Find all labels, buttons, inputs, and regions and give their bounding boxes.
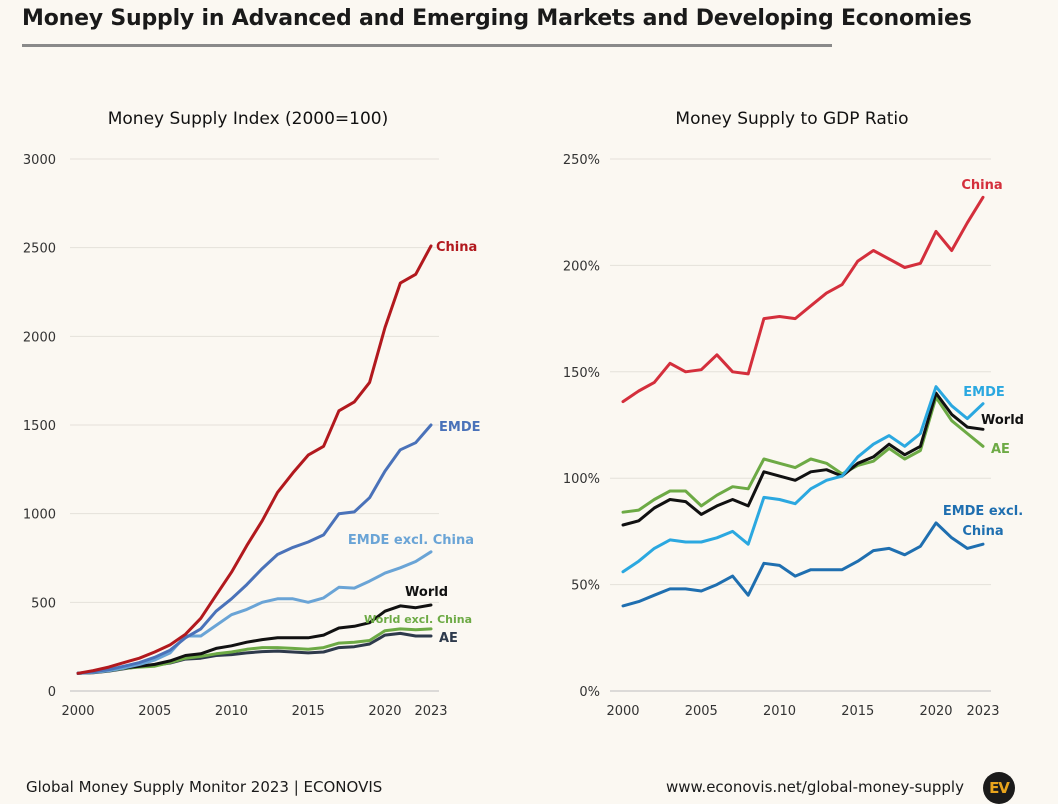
chart1-x-tick-label: 2010 [215, 704, 248, 719]
chart2-series-line-china [621, 195, 985, 404]
chart1-y-tick-label: 500 [31, 596, 56, 611]
econovis-logo: EV [983, 772, 1015, 804]
chart1-x-tick-label: 2023 [414, 704, 447, 719]
chart2-series-line-emde [621, 385, 985, 574]
title-divider [22, 44, 832, 47]
chart2-y-tick-label: 100% [563, 472, 600, 487]
chart1-series-line-emde-excl-china [76, 550, 433, 675]
chart2-y-tick-label: 250% [563, 153, 600, 168]
chart2-series-label-emde-excl-china: EMDE excl. [943, 504, 1023, 519]
chart1-y-tick-label: 2500 [23, 242, 56, 257]
chart1-series-line-china [76, 244, 433, 675]
chart1-series-label-china: China [436, 240, 477, 255]
chart1-series-label-world: World [405, 585, 448, 600]
footer-source: Global Money Supply Monitor 2023 | ECONO… [26, 778, 383, 796]
chart1-y-tick-label: 1000 [23, 508, 56, 523]
page-title: Money Supply in Advanced and Emerging Ma… [22, 6, 972, 31]
chart2-series-label-emde: EMDE [963, 385, 1005, 400]
chart2-series-label-emde-excl-china: China [962, 524, 1003, 539]
chart2-y-tick-label: 50% [571, 579, 600, 594]
chart1-title: Money Supply Index (2000=100) [108, 109, 389, 129]
chart2-series-label-china: China [961, 178, 1002, 193]
chart2-y-tick-label: 150% [563, 366, 600, 381]
chart2-y-tick-label: 0% [579, 685, 600, 700]
chart1-x-tick-label: 2020 [368, 704, 401, 719]
chart1-y-tick-label: 2000 [23, 330, 56, 345]
chart2-series-label-world: World [981, 413, 1024, 428]
footer-url[interactable]: www.econovis.net/global-money-supply [666, 778, 964, 796]
chart1-series-line-emde [76, 423, 433, 675]
chart1-y-tick-label: 3000 [23, 153, 56, 168]
chart1-series-label-ae: AE [439, 631, 458, 646]
chart1-series-label-world-excl-china: World excl. China [364, 613, 472, 626]
chart2-x-tick-label: 2005 [685, 704, 718, 719]
chart1-x-tick-label: 2005 [138, 704, 171, 719]
chart2-x-tick-label: 2020 [919, 704, 952, 719]
chart2-y-tick-label: 200% [563, 259, 600, 274]
chart2-series-line-emde-excl-china [621, 521, 985, 608]
chart2-series-label-ae: AE [991, 442, 1010, 457]
chart1-series-label-emde: EMDE [439, 420, 481, 435]
chart1-y-tick-label: 0 [48, 685, 56, 700]
chart2-title: Money Supply to GDP Ratio [675, 109, 908, 129]
chart1-y-tick-label: 1500 [23, 419, 56, 434]
chart2-x-tick-label: 2000 [606, 704, 639, 719]
chart2-x-tick-label: 2023 [966, 704, 999, 719]
chart1-x-tick-label: 2000 [61, 704, 94, 719]
chart1-series-label-emde-excl-china: EMDE excl. China [348, 533, 474, 548]
chart2-x-tick-label: 2015 [841, 704, 874, 719]
chart2-x-tick-label: 2010 [763, 704, 796, 719]
chart1-x-tick-label: 2015 [292, 704, 325, 719]
chart2-series-line-world [621, 391, 985, 527]
